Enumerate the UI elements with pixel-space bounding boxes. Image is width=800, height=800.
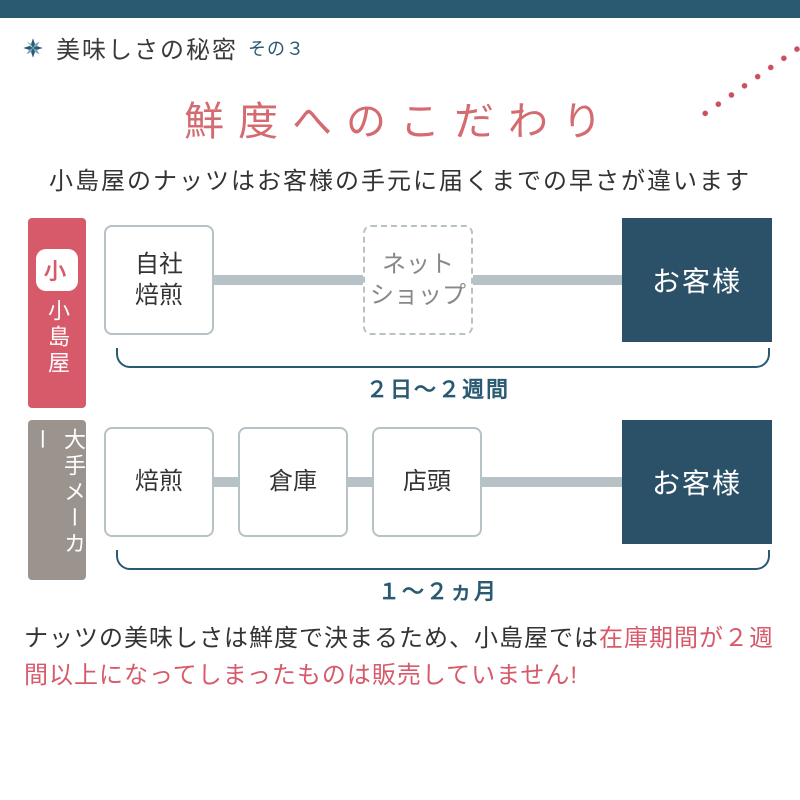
top-bar [0, 0, 800, 18]
flow1-label-text: 小島屋 [41, 299, 73, 377]
flow2-step-store: 店頭 [372, 427, 482, 537]
main-title: 鮮度へのこだわり [0, 89, 800, 147]
flow-major-maker: 大手メーカー 焙煎 倉庫 店頭 お客様 １～２ヵ月 [28, 420, 772, 608]
kojimaya-logo-icon: 小 [36, 249, 78, 291]
flow2-label-text: 大手メーカー [25, 428, 89, 572]
flows-container: 小 小島屋 自社 焙煎 ネット ショップ お客様 ２日～２週間 大手メーカー [0, 218, 800, 608]
subtitle: 小島屋のナッツはお客様の手元に届くまでの早さが違います [0, 161, 800, 196]
flow1-label: 小 小島屋 [28, 218, 86, 408]
flower-icon [20, 35, 46, 61]
flow1-bracket [116, 348, 770, 368]
flow1-step-netshop: ネット ショップ [363, 225, 473, 335]
header-title: 美味しさの秘密 [56, 30, 238, 65]
flow2-bracket [116, 550, 770, 570]
bottom-text: ナッツの美味しさは鮮度で決まるため、小島屋では在庫期間が２週間以上になってしまっ… [0, 620, 800, 694]
flow2-duration-row: １～２ヵ月 [104, 548, 772, 608]
header-sub: その３ [248, 35, 305, 61]
flow1-step-roast: 自社 焙煎 [104, 225, 214, 335]
flow-kojimaya: 小 小島屋 自社 焙煎 ネット ショップ お客様 ２日～２週間 [28, 218, 772, 408]
flow2-end-customer: お客様 [622, 420, 772, 544]
flow1-duration-row: ２日～２週間 [104, 346, 772, 406]
bottom-text-1: ナッツの美味しさは鮮度で決まるため、小島屋では [24, 625, 599, 652]
flow2-label: 大手メーカー [28, 420, 86, 580]
flow2-duration: １～２ヵ月 [104, 574, 772, 606]
flow2-step-roast: 焙煎 [104, 427, 214, 537]
flow1-duration: ２日～２週間 [104, 372, 772, 404]
flow2-step-warehouse: 倉庫 [238, 427, 348, 537]
section-header: 美味しさの秘密 その３ [0, 18, 800, 71]
flow1-end-customer: お客様 [622, 218, 772, 342]
